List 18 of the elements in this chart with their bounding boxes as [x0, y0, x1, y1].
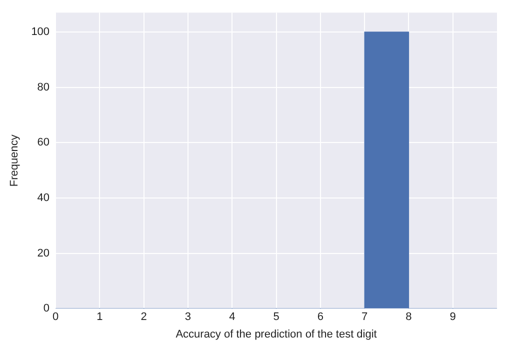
- x-tick-label: 7: [362, 311, 368, 324]
- x-tick-label: 0: [52, 311, 59, 324]
- y-tick-label: 80: [37, 81, 50, 94]
- x-tick-label: 1: [96, 311, 103, 324]
- y-axis-title: Frequency: [8, 134, 21, 187]
- x-tick-label: 6: [317, 311, 324, 324]
- x-tick-label: 9: [450, 311, 456, 324]
- y-tick-label: 60: [37, 136, 50, 149]
- x-tick-label: 3: [184, 311, 192, 324]
- y-tick-label: 40: [37, 192, 50, 204]
- x-tick-label: 8: [406, 311, 412, 324]
- x-tick-label: 4: [229, 311, 236, 324]
- y-tick-label: 100: [31, 26, 50, 38]
- y-tick-label: 0: [43, 302, 50, 315]
- y-tick-label: 20: [37, 247, 50, 260]
- x-axis-title: Accuracy of the prediction of the test digit: [176, 328, 377, 340]
- x-tick-label: 5: [273, 311, 280, 324]
- x-tick-label: 2: [140, 311, 147, 324]
